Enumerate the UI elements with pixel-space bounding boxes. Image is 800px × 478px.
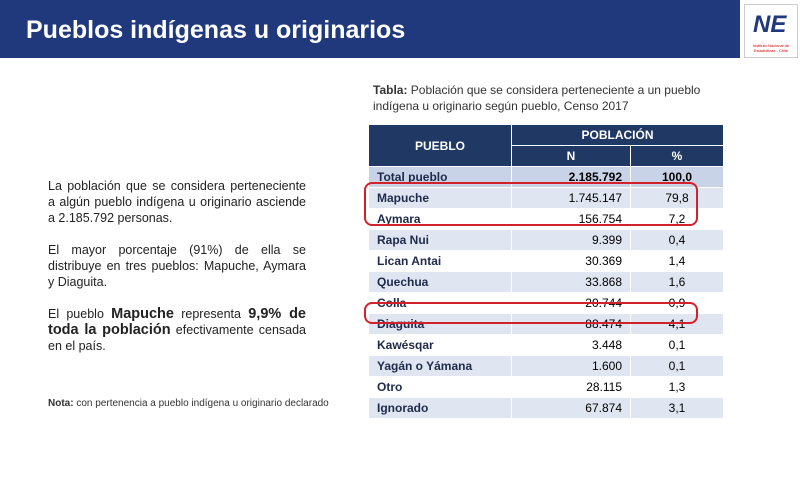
- paragraph: El pueblo Mapuche representa 9,9% de tod…: [48, 306, 306, 354]
- logo: NE Instituto Nacional de Estadísticas - C…: [744, 4, 798, 58]
- table-row: Rapa Nui 9.399 0,4: [368, 229, 724, 251]
- table-cell: 9.399: [511, 229, 631, 251]
- table-row: Diaguita 88.474 4,1: [368, 313, 724, 335]
- logo-caption: Instituto Nacional de Estadísticas - Chi…: [752, 43, 790, 53]
- text-run: efectivamente censada en el país.: [48, 323, 307, 353]
- text-run: La población que se considera pertenecie…: [48, 179, 306, 225]
- text-run: Tabla:: [373, 83, 408, 97]
- body-text: La población que se considera pertenecie…: [48, 178, 306, 370]
- table-cell: 0,1: [630, 334, 724, 356]
- title-bar: Pueblos indígenas u originarios: [0, 0, 740, 58]
- table-cell: 3.448: [511, 334, 631, 356]
- table-cell: 0,1: [630, 355, 724, 377]
- logo-mark: NE: [753, 11, 787, 38]
- table-row: Mapuche 1.745.147 79,8: [368, 187, 724, 209]
- table-cell: 1,6: [630, 271, 724, 293]
- paragraph: La población que se considera pertenecie…: [48, 178, 306, 226]
- table-cell: 1,4: [630, 250, 724, 272]
- text-run: Nota:: [48, 398, 74, 409]
- highlight: [364, 302, 698, 324]
- table-row: Kawésqar 3.448 0,1: [368, 334, 724, 356]
- paragraph: El mayor porcentaje (91%) de ella se dis…: [48, 242, 306, 290]
- table-cell: 67.874: [511, 397, 631, 419]
- text-run: con pertenencia a pueblo indígena u orig…: [73, 398, 329, 409]
- table-row: Otro 28.115 1,3: [368, 376, 724, 398]
- header-cell: N: [511, 145, 631, 167]
- note: Nota: con pertenencia a pueblo indígena …: [48, 398, 329, 409]
- table-row: Ignorado 67.874 3,1: [368, 397, 724, 419]
- highlight: [364, 182, 698, 226]
- text-run: representa: [173, 307, 249, 321]
- text-run: Mapuche: [111, 306, 174, 322]
- table: PUEBLO POBLACIÓN N% Total pueblo 2.185.792…: [368, 124, 724, 419]
- text-run: Población que se considera perteneciente…: [373, 83, 701, 113]
- table-cell: 30.369: [511, 250, 631, 272]
- table-cell: Ignorado: [368, 397, 512, 419]
- table-cell: Diaguita: [368, 313, 512, 335]
- table-cell: 1,3: [630, 376, 724, 398]
- table-cell: Lican Antai: [368, 250, 512, 272]
- table-cell: Rapa Nui: [368, 229, 512, 251]
- table-cell: 1.600: [511, 355, 631, 377]
- text-run: El mayor porcentaje (91%) de ella se dis…: [48, 243, 306, 289]
- table-cell: Otro: [368, 376, 512, 398]
- table-cell: Quechua: [368, 271, 512, 293]
- header-cell: POBLACIÓN: [511, 124, 724, 146]
- title: Pueblos indígenas u originarios: [26, 16, 406, 44]
- table-cell: 0,4: [630, 229, 724, 251]
- table-cell: 88.474: [511, 313, 631, 335]
- header-cell: PUEBLO: [368, 124, 512, 167]
- table-cell: 33.868: [511, 271, 631, 293]
- table-cell: 1.745.147: [511, 187, 631, 209]
- table-caption: Tabla: Población que se considera perten…: [373, 82, 703, 114]
- table-row: Yagán o Yámana 1.600 0,1: [368, 355, 724, 377]
- header-cell: %: [630, 145, 724, 167]
- table-row: Quechua 33.868 1,6: [368, 271, 724, 293]
- table-row: Lican Antai 30.369 1,4: [368, 250, 724, 272]
- table-cell: 3,1: [630, 397, 724, 419]
- text-run: El pueblo: [48, 307, 112, 321]
- text-run: 9,9% de toda la población: [48, 306, 306, 338]
- table-cell: 28.115: [511, 376, 631, 398]
- table-cell: Kawésqar: [368, 334, 512, 356]
- table-cell: Mapuche: [368, 187, 512, 209]
- table-cell: Yagán o Yámana: [368, 355, 512, 377]
